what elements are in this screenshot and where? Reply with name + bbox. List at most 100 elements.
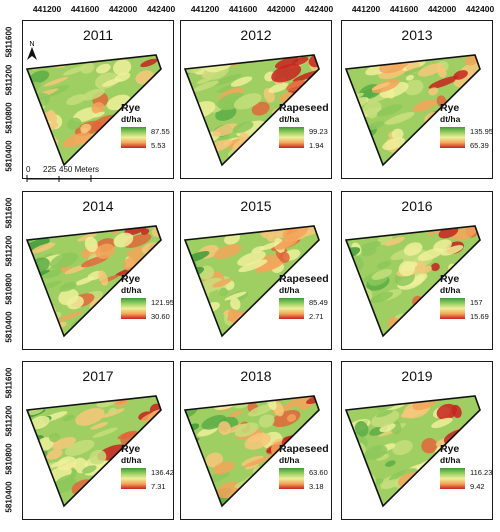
scale-label-450: 450 Meters bbox=[59, 165, 100, 174]
field-boundary bbox=[25, 225, 162, 338]
x-tick-label: 442400 bbox=[304, 4, 334, 14]
map-panel-2011: 2011 Rye dt/ha 87.55 5.53 N 0 225 450 Me… bbox=[22, 20, 174, 182]
yield-map bbox=[183, 395, 320, 508]
map-panel-2012: 2012 Rapeseed dt/ha 99.23 1.94 bbox=[180, 20, 332, 179]
legend: Rye dt/ha 121.95 30.60 bbox=[121, 273, 174, 321]
field-boundary bbox=[183, 54, 320, 167]
panel-year: 2019 bbox=[401, 368, 433, 384]
panel-year: 2015 bbox=[240, 198, 272, 214]
legend-color-ramp bbox=[121, 468, 146, 489]
legend-min-value: 15.69 bbox=[470, 312, 489, 321]
panel-year: 2016 bbox=[401, 198, 433, 214]
x-tick-label: 441200 bbox=[351, 4, 381, 14]
map-panel-2015: 2015 Rapeseed dt/ha 85.49 2.71 bbox=[180, 191, 332, 350]
map-panel-2017: 2017 Rye dt/ha 136.42 7.31 bbox=[22, 361, 174, 520]
y-tick-label: 5811600 bbox=[4, 26, 14, 58]
x-tick-label: 441600 bbox=[70, 4, 100, 14]
legend-unit: dt/ha bbox=[121, 455, 142, 465]
x-tick-label: 442000 bbox=[108, 4, 138, 14]
legend-min-value: 5.53 bbox=[151, 141, 166, 150]
legend-max-value: 121.95 bbox=[151, 298, 174, 307]
legend-crop: Rye bbox=[440, 443, 460, 455]
field-boundary bbox=[183, 225, 320, 338]
legend: Rapeseed dt/ha 85.49 2.71 bbox=[279, 273, 329, 321]
legend-max-value: 136.42 bbox=[151, 468, 174, 477]
y-tick-label: 5811200 bbox=[4, 64, 14, 96]
legend: Rye dt/ha 157 15.69 bbox=[440, 273, 489, 321]
legend-max-value: 157 bbox=[470, 298, 483, 307]
legend-min-value: 9.42 bbox=[470, 482, 485, 491]
legend: Rye dt/ha 116.23 9.42 bbox=[440, 443, 492, 491]
field-boundary bbox=[25, 395, 162, 508]
yield-map bbox=[183, 225, 320, 338]
y-tick-label: 5810400 bbox=[4, 481, 14, 513]
x-tick-label: 441200 bbox=[190, 4, 220, 14]
x-tick-label: 442000 bbox=[427, 4, 457, 14]
yield-map bbox=[344, 225, 481, 338]
legend-max-value: 99.23 bbox=[309, 127, 328, 136]
field-boundary bbox=[183, 395, 320, 508]
legend-color-ramp bbox=[121, 127, 146, 148]
legend-color-ramp bbox=[279, 298, 304, 319]
legend-color-ramp bbox=[440, 127, 465, 148]
north-label: N bbox=[29, 41, 34, 48]
yield-map bbox=[183, 54, 320, 167]
panel-year: 2018 bbox=[240, 368, 272, 384]
legend-max-value: 63.60 bbox=[309, 468, 328, 477]
legend-crop: Rye bbox=[121, 102, 141, 114]
legend-max-value: 116.23 bbox=[470, 468, 493, 477]
legend: Rye dt/ha 135.95 65.39 bbox=[440, 102, 493, 150]
legend-min-value: 65.39 bbox=[470, 141, 489, 150]
panel-year: 2017 bbox=[82, 368, 114, 384]
field-boundary bbox=[344, 225, 481, 338]
panel-year: 2011 bbox=[82, 27, 114, 43]
x-tick-label: 441200 bbox=[32, 4, 62, 14]
y-tick-label: 5811600 bbox=[4, 197, 14, 229]
legend-unit: dt/ha bbox=[279, 114, 300, 124]
north-arrow-icon: N bbox=[25, 39, 39, 61]
legend-min-value: 1.94 bbox=[309, 141, 324, 150]
map-panel-2014: 2014 Rye dt/ha 121.95 30.60 bbox=[22, 191, 174, 350]
legend-unit: dt/ha bbox=[440, 114, 461, 124]
y-tick-label: 5810800 bbox=[4, 102, 14, 134]
y-tick-label: 5810800 bbox=[4, 273, 14, 305]
legend-unit: dt/ha bbox=[279, 455, 300, 465]
legend-crop: Rapeseed bbox=[279, 273, 329, 285]
panel-year: 2012 bbox=[240, 27, 272, 43]
scale-label-0: 0 bbox=[26, 165, 31, 174]
legend-color-ramp bbox=[279, 468, 304, 489]
legend-crop: Rye bbox=[121, 443, 141, 455]
legend-color-ramp bbox=[440, 468, 465, 489]
scale-bar: 0 225 450 Meters bbox=[26, 165, 166, 187]
x-tick-label: 442400 bbox=[465, 4, 495, 14]
map-panel-2013: 2013 Rye dt/ha 135.95 65.39 bbox=[341, 20, 493, 179]
legend-crop: Rye bbox=[121, 273, 141, 285]
map-panel-2019: 2019 Rye dt/ha 116.23 9.42 bbox=[341, 361, 493, 520]
legend-unit: dt/ha bbox=[121, 114, 142, 124]
y-tick-label: 5811200 bbox=[4, 405, 14, 437]
legend-crop: Rye bbox=[440, 273, 460, 285]
y-tick-label: 5810800 bbox=[4, 443, 14, 475]
legend: Rapeseed dt/ha 99.23 1.94 bbox=[279, 103, 329, 150]
legend-min-value: 30.60 bbox=[151, 312, 170, 321]
map-panel-2018: 2018 Rapeseed dt/ha 63.60 3.18 bbox=[180, 361, 332, 520]
yield-map bbox=[344, 54, 481, 167]
field-boundary bbox=[25, 54, 162, 167]
legend-crop: Rye bbox=[440, 102, 460, 114]
legend-min-value: 3.18 bbox=[309, 482, 324, 491]
y-tick-label: 5810400 bbox=[4, 311, 14, 343]
legend: Rapeseed dt/ha 63.60 3.18 bbox=[279, 444, 329, 491]
yield-map bbox=[25, 54, 162, 167]
y-tick-label: 5811200 bbox=[4, 235, 14, 267]
field-boundary bbox=[344, 54, 481, 167]
legend-unit: dt/ha bbox=[440, 455, 461, 465]
legend-color-ramp bbox=[121, 298, 146, 319]
x-tick-label: 442400 bbox=[146, 4, 176, 14]
scale-label-225: 225 bbox=[43, 165, 57, 174]
legend-max-value: 87.55 bbox=[151, 127, 170, 136]
x-tick-label: 441600 bbox=[228, 4, 258, 14]
field-boundary bbox=[344, 395, 481, 508]
legend-min-value: 2.71 bbox=[309, 312, 324, 321]
legend-color-ramp bbox=[440, 298, 465, 319]
yield-map bbox=[25, 225, 162, 338]
